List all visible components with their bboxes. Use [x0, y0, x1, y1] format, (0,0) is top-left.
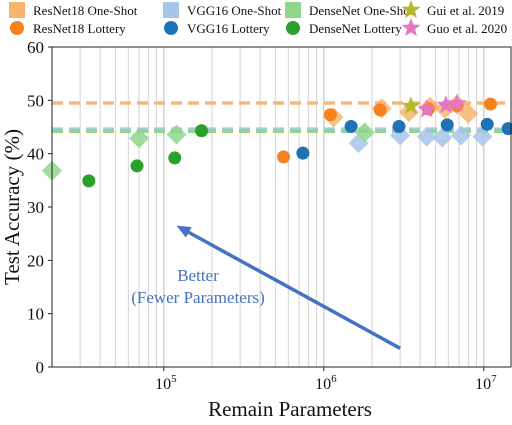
data-point — [417, 99, 437, 118]
data-point — [416, 126, 437, 147]
legend-label: DenseNet Lottery — [309, 21, 402, 36]
legend-label: VGG16 One-Shot — [187, 3, 282, 18]
legend-swatch — [286, 21, 300, 35]
data-point — [129, 128, 150, 149]
data-point — [392, 119, 406, 133]
data-point — [323, 108, 337, 122]
x-tick-label: 107 — [475, 373, 497, 393]
y-tick-label: 10 — [27, 305, 44, 324]
data-point — [401, 96, 421, 115]
y-tick-label: 30 — [27, 198, 44, 217]
legend-label: ResNet18 Lottery — [33, 21, 126, 36]
axes-layer: 0 10 20 30 40 50 60 105 106 107 — [27, 38, 512, 393]
data-point — [373, 103, 387, 117]
data-point — [447, 93, 467, 112]
legend-swatch — [285, 2, 301, 18]
annotation-text: Better — [177, 266, 219, 285]
data-point — [472, 126, 493, 147]
y-axis-label: Test Accuracy (%) — [0, 129, 24, 285]
x-tick-label: 105 — [155, 373, 177, 393]
y-tick-label: 60 — [27, 38, 44, 57]
data-point — [483, 97, 497, 111]
y-tick-label: 0 — [36, 358, 45, 377]
data-point — [344, 119, 358, 133]
legend-layer: ResNet18 One-Shot VGG16 One-Shot DenseNet … — [9, 0, 507, 37]
data-point — [277, 150, 291, 164]
data-point — [450, 125, 471, 146]
data-point — [166, 124, 187, 145]
annotation-text: (Fewer Parameters) — [131, 288, 265, 307]
data-point — [130, 159, 144, 173]
grid-layer — [51, 47, 485, 367]
y-tick-label: 40 — [27, 145, 44, 164]
y-tick-label: 50 — [27, 91, 44, 110]
data-point — [436, 95, 456, 114]
plot-frame — [51, 46, 512, 368]
data-point — [354, 122, 375, 143]
legend-swatch — [163, 2, 179, 18]
data-point — [296, 146, 310, 160]
data-point — [168, 151, 182, 165]
legend-swatch — [9, 2, 25, 18]
data-point — [440, 118, 454, 132]
annotation-arrow-head — [176, 225, 192, 238]
x-axis-label: Remain Parameters — [208, 397, 372, 420]
legend-label: Guo et al. 2020 — [427, 21, 507, 36]
annotation-arrow-shaft — [187, 230, 402, 350]
data-point — [480, 117, 494, 131]
legend-label: DenseNet One-Shot — [309, 3, 414, 18]
data-point — [458, 103, 479, 124]
y-tick-label: 20 — [27, 251, 44, 270]
legend-label: VGG16 Lottery — [187, 21, 270, 36]
data-point — [501, 122, 512, 136]
point-layer — [42, 93, 512, 188]
legend-label: ResNet18 One-Shot — [33, 3, 138, 18]
data-point — [82, 174, 96, 188]
legend-swatch — [164, 21, 178, 35]
data-point — [432, 127, 453, 148]
legend-label: Gui et al. 2019 — [427, 3, 504, 18]
data-point — [195, 124, 209, 138]
legend-swatch — [401, 18, 421, 37]
legend-swatch — [401, 0, 421, 19]
x-tick-label: 106 — [315, 373, 337, 393]
legend-swatch — [10, 21, 24, 35]
annotation-layer: Better (Fewer Parameters) — [131, 225, 402, 350]
